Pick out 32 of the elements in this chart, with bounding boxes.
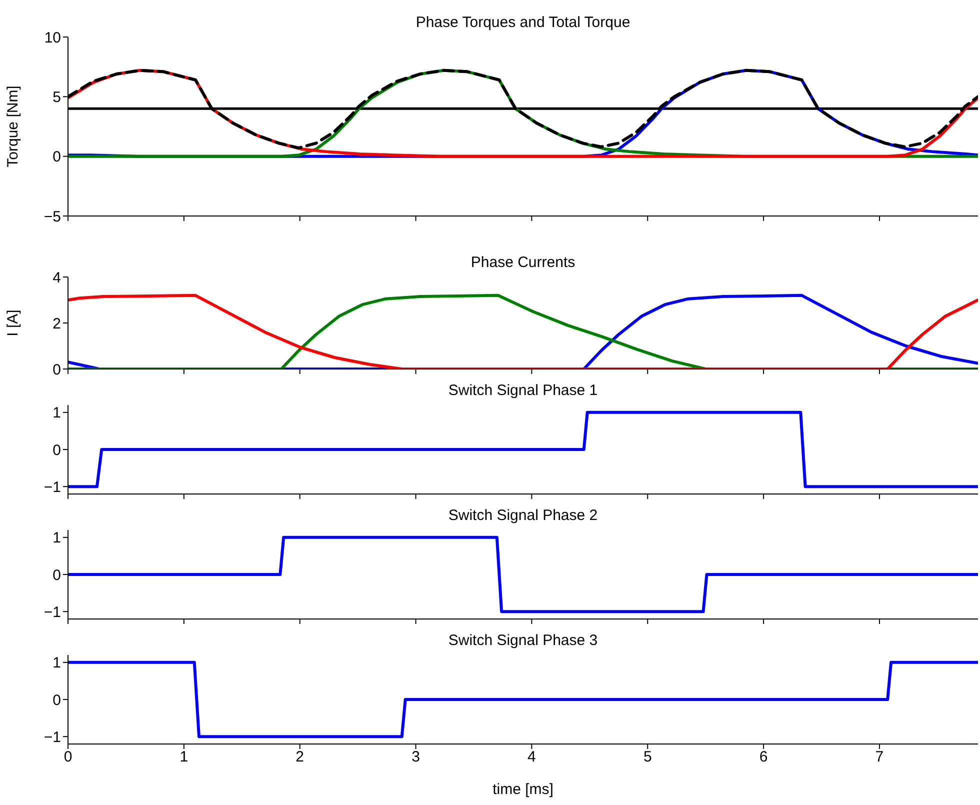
y-tick-label: 10 [44, 29, 61, 46]
y-tick-label: 2 [52, 315, 61, 332]
y-tick-label: 0 [52, 148, 61, 166]
y-tick-label: 0 [52, 442, 61, 459]
x-tick-label: 0 [64, 748, 72, 766]
chart-title: Switch Signal Phase 2 [447, 507, 599, 525]
y-tick-label: 0 [52, 566, 61, 584]
x-tick-label: 2 [296, 748, 304, 766]
chart-title: Phase Torques and Total Torque [414, 14, 632, 32]
y-tick-label: −1 [44, 478, 61, 496]
chart-title: Switch Signal Phase 1 [447, 382, 599, 400]
y-tick-label: −1 [44, 728, 61, 746]
chart-title: Phase Currents [470, 254, 576, 272]
y-axis-title: Torque [Nm] [4, 86, 22, 168]
y-tick-label: −1 [44, 604, 61, 621]
x-tick-label: 7 [875, 748, 884, 766]
y-tick-label: 1 [52, 530, 61, 547]
y-tick-label: 0 [52, 692, 61, 709]
y-tick-label: −5 [44, 208, 61, 226]
y-tick-label: 1 [52, 404, 61, 422]
x-tick-label: 3 [412, 748, 420, 766]
y-tick-label: 5 [52, 88, 61, 106]
x-axis-title: time [ms] [492, 781, 554, 798]
x-tick-label: 4 [528, 748, 536, 766]
y-tick-label: 1 [52, 654, 61, 672]
chart-title: Switch Signal Phase 3 [447, 632, 599, 650]
x-tick-label: 1 [180, 748, 188, 766]
y-axis-title: I [A] [4, 310, 22, 336]
x-tick-label: 5 [643, 748, 652, 766]
y-tick-label: 4 [52, 269, 61, 286]
y-tick-label: 0 [52, 361, 61, 378]
x-tick-label: 6 [759, 748, 768, 766]
